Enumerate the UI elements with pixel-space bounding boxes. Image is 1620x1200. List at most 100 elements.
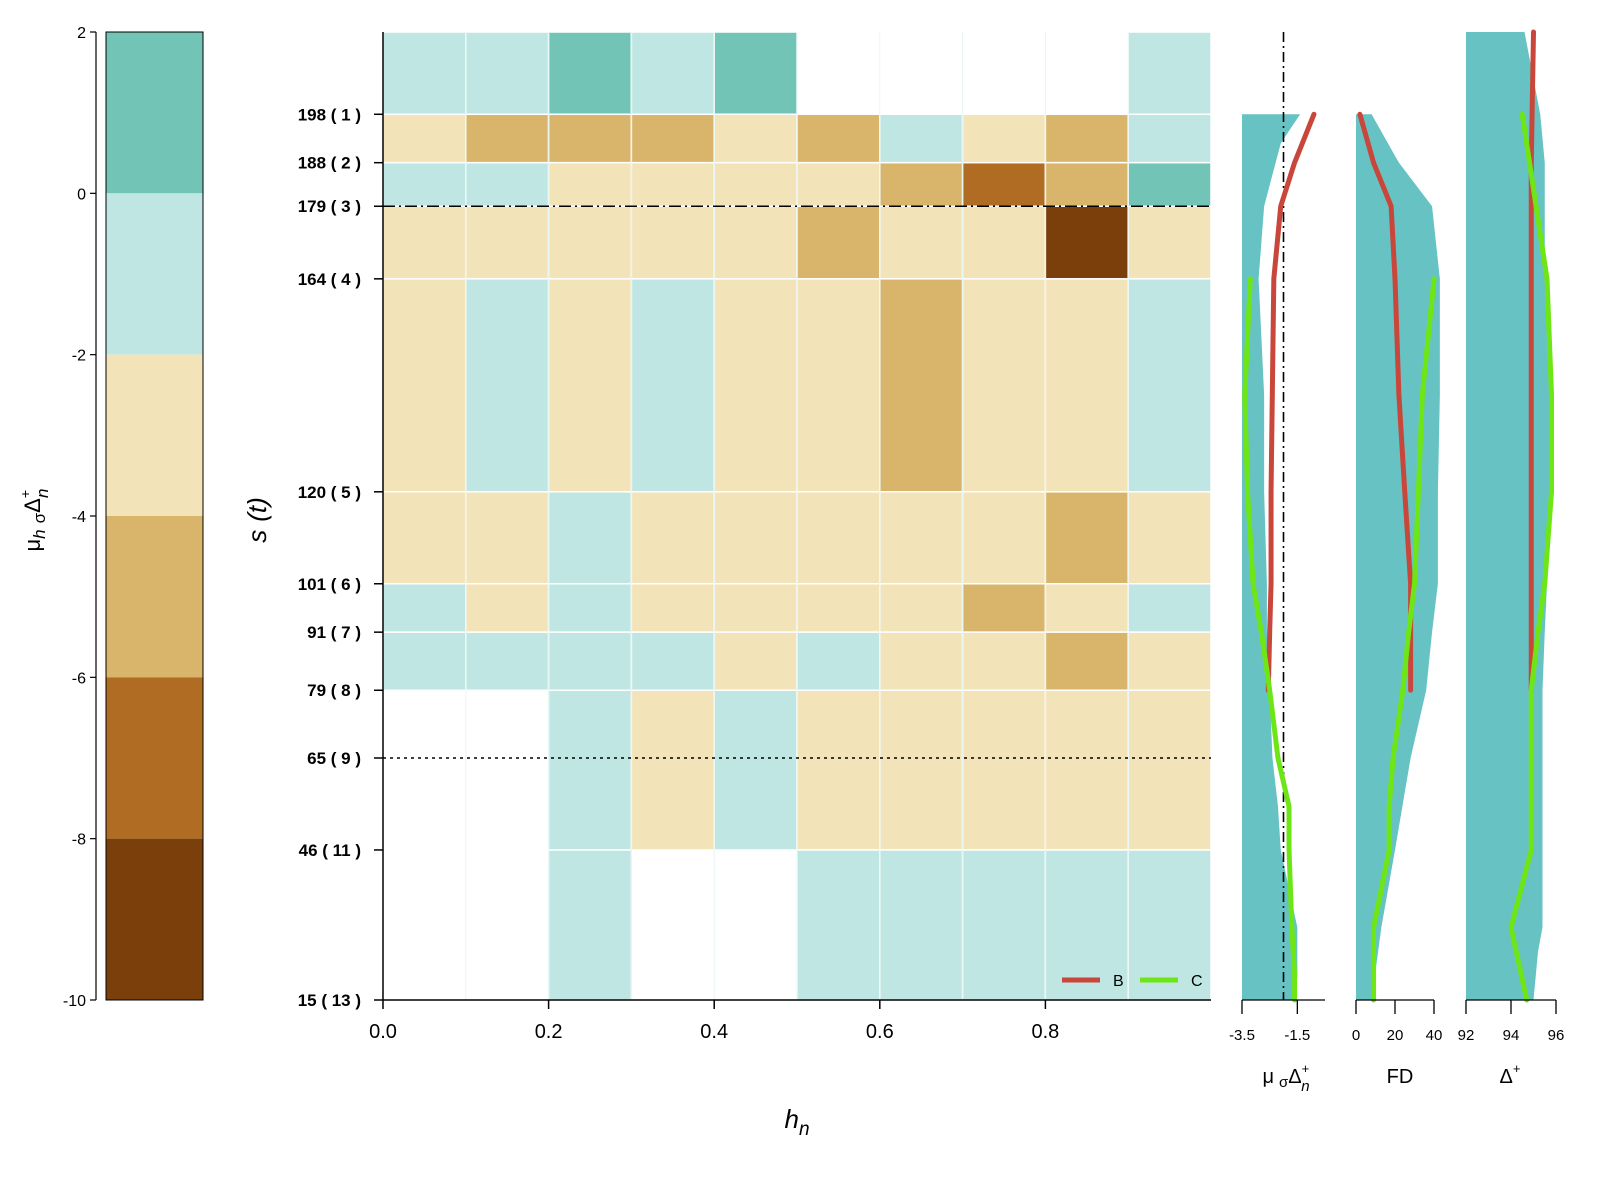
heatmap-cell-r4-c7	[961, 278, 1047, 493]
heatmap-cell-r6-c8	[1044, 583, 1129, 633]
heatmap-cell-r5-c2	[547, 491, 633, 585]
delta-line-B	[1528, 29, 1536, 693]
main-ytick-label-5: 101 ( 6 )	[298, 575, 361, 594]
heatmap-cell-r6-c6	[879, 583, 964, 633]
heatmap-cell-r5-c3	[630, 491, 715, 585]
heatmap-cell-r7-c9	[1127, 631, 1212, 691]
mu-xlabel-sigma: σ	[1279, 1074, 1289, 1091]
colorbar-tick-label-2: -2	[72, 348, 86, 365]
fd-xtick-label-0: 0	[1352, 1027, 1360, 1044]
main-ytick-label-1: 188 ( 2 )	[298, 154, 361, 173]
heatmap-cell-r4-c1	[465, 278, 550, 493]
colorbar-ylabel-n: n	[33, 488, 52, 497]
mu-panel-xlabel: μ σΔ+ n	[1262, 1061, 1309, 1095]
delta-band	[1466, 32, 1550, 1000]
delta-xlabel-delta: Δ	[1500, 1066, 1513, 1088]
colorbar-ylabel-mu: μ	[20, 539, 45, 552]
heatmap-cell-r7-c8	[1044, 631, 1129, 691]
heatmap-cell-r5-c6	[879, 491, 964, 585]
heatmap-cell-r7-c0	[382, 631, 467, 691]
heatmap-cell-r1-c0	[382, 113, 467, 164]
heatmap-cell-r1-c7	[961, 113, 1047, 164]
heatmap-cell-r3-c4	[713, 205, 798, 280]
main-xtick-label-4: 0.8	[1031, 1021, 1059, 1043]
heatmap-cell-r5-c4	[713, 491, 798, 585]
heatmap-cell-r1-c9	[1127, 113, 1212, 164]
main-ytick-label-9: 46 ( 11 )	[299, 841, 361, 860]
delta-panel-xlabel: Δ+	[1500, 1061, 1521, 1088]
delta-line-C	[1508, 111, 1554, 1003]
heatmap-cell-r0-c2	[547, 31, 633, 116]
heatmap-cell-r7-c1	[465, 631, 550, 691]
delta-xtick-label-0: 92	[1458, 1027, 1475, 1044]
heatmap-cell-r2-c3	[630, 161, 715, 207]
heatmap-cell-r8-c6	[879, 689, 964, 851]
heatmap-cell-r5-c1	[465, 491, 550, 585]
heatmap-cell-r3-c5	[796, 205, 881, 280]
heatmap-cell-r2-c6	[879, 161, 964, 207]
colorbar-ylabel-h: h	[30, 529, 49, 538]
main-ytick-label-3: 164 ( 4 )	[298, 270, 361, 289]
heatmap-cell-r0-c0	[382, 31, 467, 116]
colorbar-tick-label-0: 2	[77, 25, 86, 42]
main-xlabel: hn	[784, 1104, 809, 1140]
colorbar-bin-0	[106, 32, 203, 194]
main-xtick-label-0: 0.0	[369, 1021, 397, 1043]
heatmap-cell-r5-c9	[1127, 491, 1212, 585]
heatmap-cell-r2-c9	[1127, 161, 1212, 207]
heatmap-cell-r6-c0	[382, 583, 467, 633]
main-ytick-label-4: 120 ( 5 )	[298, 483, 361, 502]
mu-xtick-label-0: -3.5	[1229, 1027, 1255, 1044]
heatmap-cell-r2-c1	[465, 161, 550, 207]
mu-band	[1242, 114, 1301, 1000]
heatmap-cell-r1-c8	[1044, 113, 1129, 164]
main-ytick-label-0: 198 ( 1 )	[298, 105, 361, 124]
heatmap-cell-r2-c4	[713, 161, 798, 207]
delta-xtick-label-1: 94	[1503, 1027, 1520, 1044]
legend-label-B: B	[1113, 973, 1124, 990]
heatmap-cell-r4-c5	[796, 278, 881, 493]
heatmap-cell-r2-c0	[382, 161, 467, 207]
colorbar-bin-4	[106, 677, 203, 839]
colorbar-bin-3	[106, 516, 203, 678]
colorbar-ylabel-sigma: σ	[30, 512, 49, 523]
reference-lines	[383, 205, 1211, 759]
colorbar-ylabel-delta: Δ	[20, 498, 45, 513]
colorbar-bin-1	[106, 193, 203, 355]
delta-plot: 92 94 96	[1458, 29, 1564, 1044]
main-ytick-label-8: 65 ( 9 )	[307, 749, 361, 768]
heatmap-cell-r9-c5	[796, 849, 881, 1001]
heatmap-cell-r8-c5	[796, 689, 881, 851]
delta-xlabel-plus: +	[1513, 1061, 1521, 1076]
heatmap-cell-r4-c4	[713, 278, 798, 493]
heatmap-cell-r4-c3	[630, 278, 715, 493]
main-heatmap: 198 ( 1 ) 188 ( 2 ) 179 ( 3 ) 164 ( 4 ) 120 …	[242, 31, 1212, 1140]
main-axes: 198 ( 1 ) 188 ( 2 ) 179 ( 3 ) 164 ( 4 ) 120 …	[298, 32, 1211, 1043]
heatmap-cell-r8-c9	[1127, 689, 1212, 851]
heatmap-cell-r7-c4	[713, 631, 798, 691]
heatmap-cell-r5-c0	[382, 491, 467, 585]
heatmap-cell-r4-c0	[382, 278, 467, 493]
main-xlabel-n: n	[799, 1119, 810, 1140]
heatmap-cell-r5-c7	[961, 491, 1047, 585]
heatmap-cell-r3-c2	[547, 205, 633, 280]
heatmap-cell-r6-c1	[465, 583, 550, 633]
heatmap-cell-r5-c5	[796, 491, 881, 585]
mu-plot: -3.5 -1.5	[1229, 32, 1325, 1044]
heatmap-cell-r4-c9	[1127, 278, 1212, 493]
colorbar-tick-label-3: -4	[72, 509, 86, 526]
heatmap-cell-r2-c8	[1044, 161, 1129, 207]
heatmap-cell-r7-c2	[547, 631, 633, 691]
heatmap-cell-r3-c9	[1127, 205, 1212, 280]
heatmap-cell-r6-c4	[713, 583, 798, 633]
delta-panel: 92 94 96 Δ+	[1458, 29, 1564, 1088]
heatmap-cell-r8-c3	[630, 689, 715, 851]
main-xlabel-h: h	[784, 1104, 798, 1134]
heatmap-cell-r0-c9	[1127, 31, 1212, 116]
main-xtick-label-3: 0.6	[866, 1021, 894, 1043]
heatmap-cell-r4-c6	[879, 278, 964, 493]
heatmap-cell-r9-c7	[961, 849, 1047, 1001]
heatmap-cell-r1-c5	[796, 113, 881, 164]
heatmap-cell-r0-c1	[465, 31, 550, 116]
